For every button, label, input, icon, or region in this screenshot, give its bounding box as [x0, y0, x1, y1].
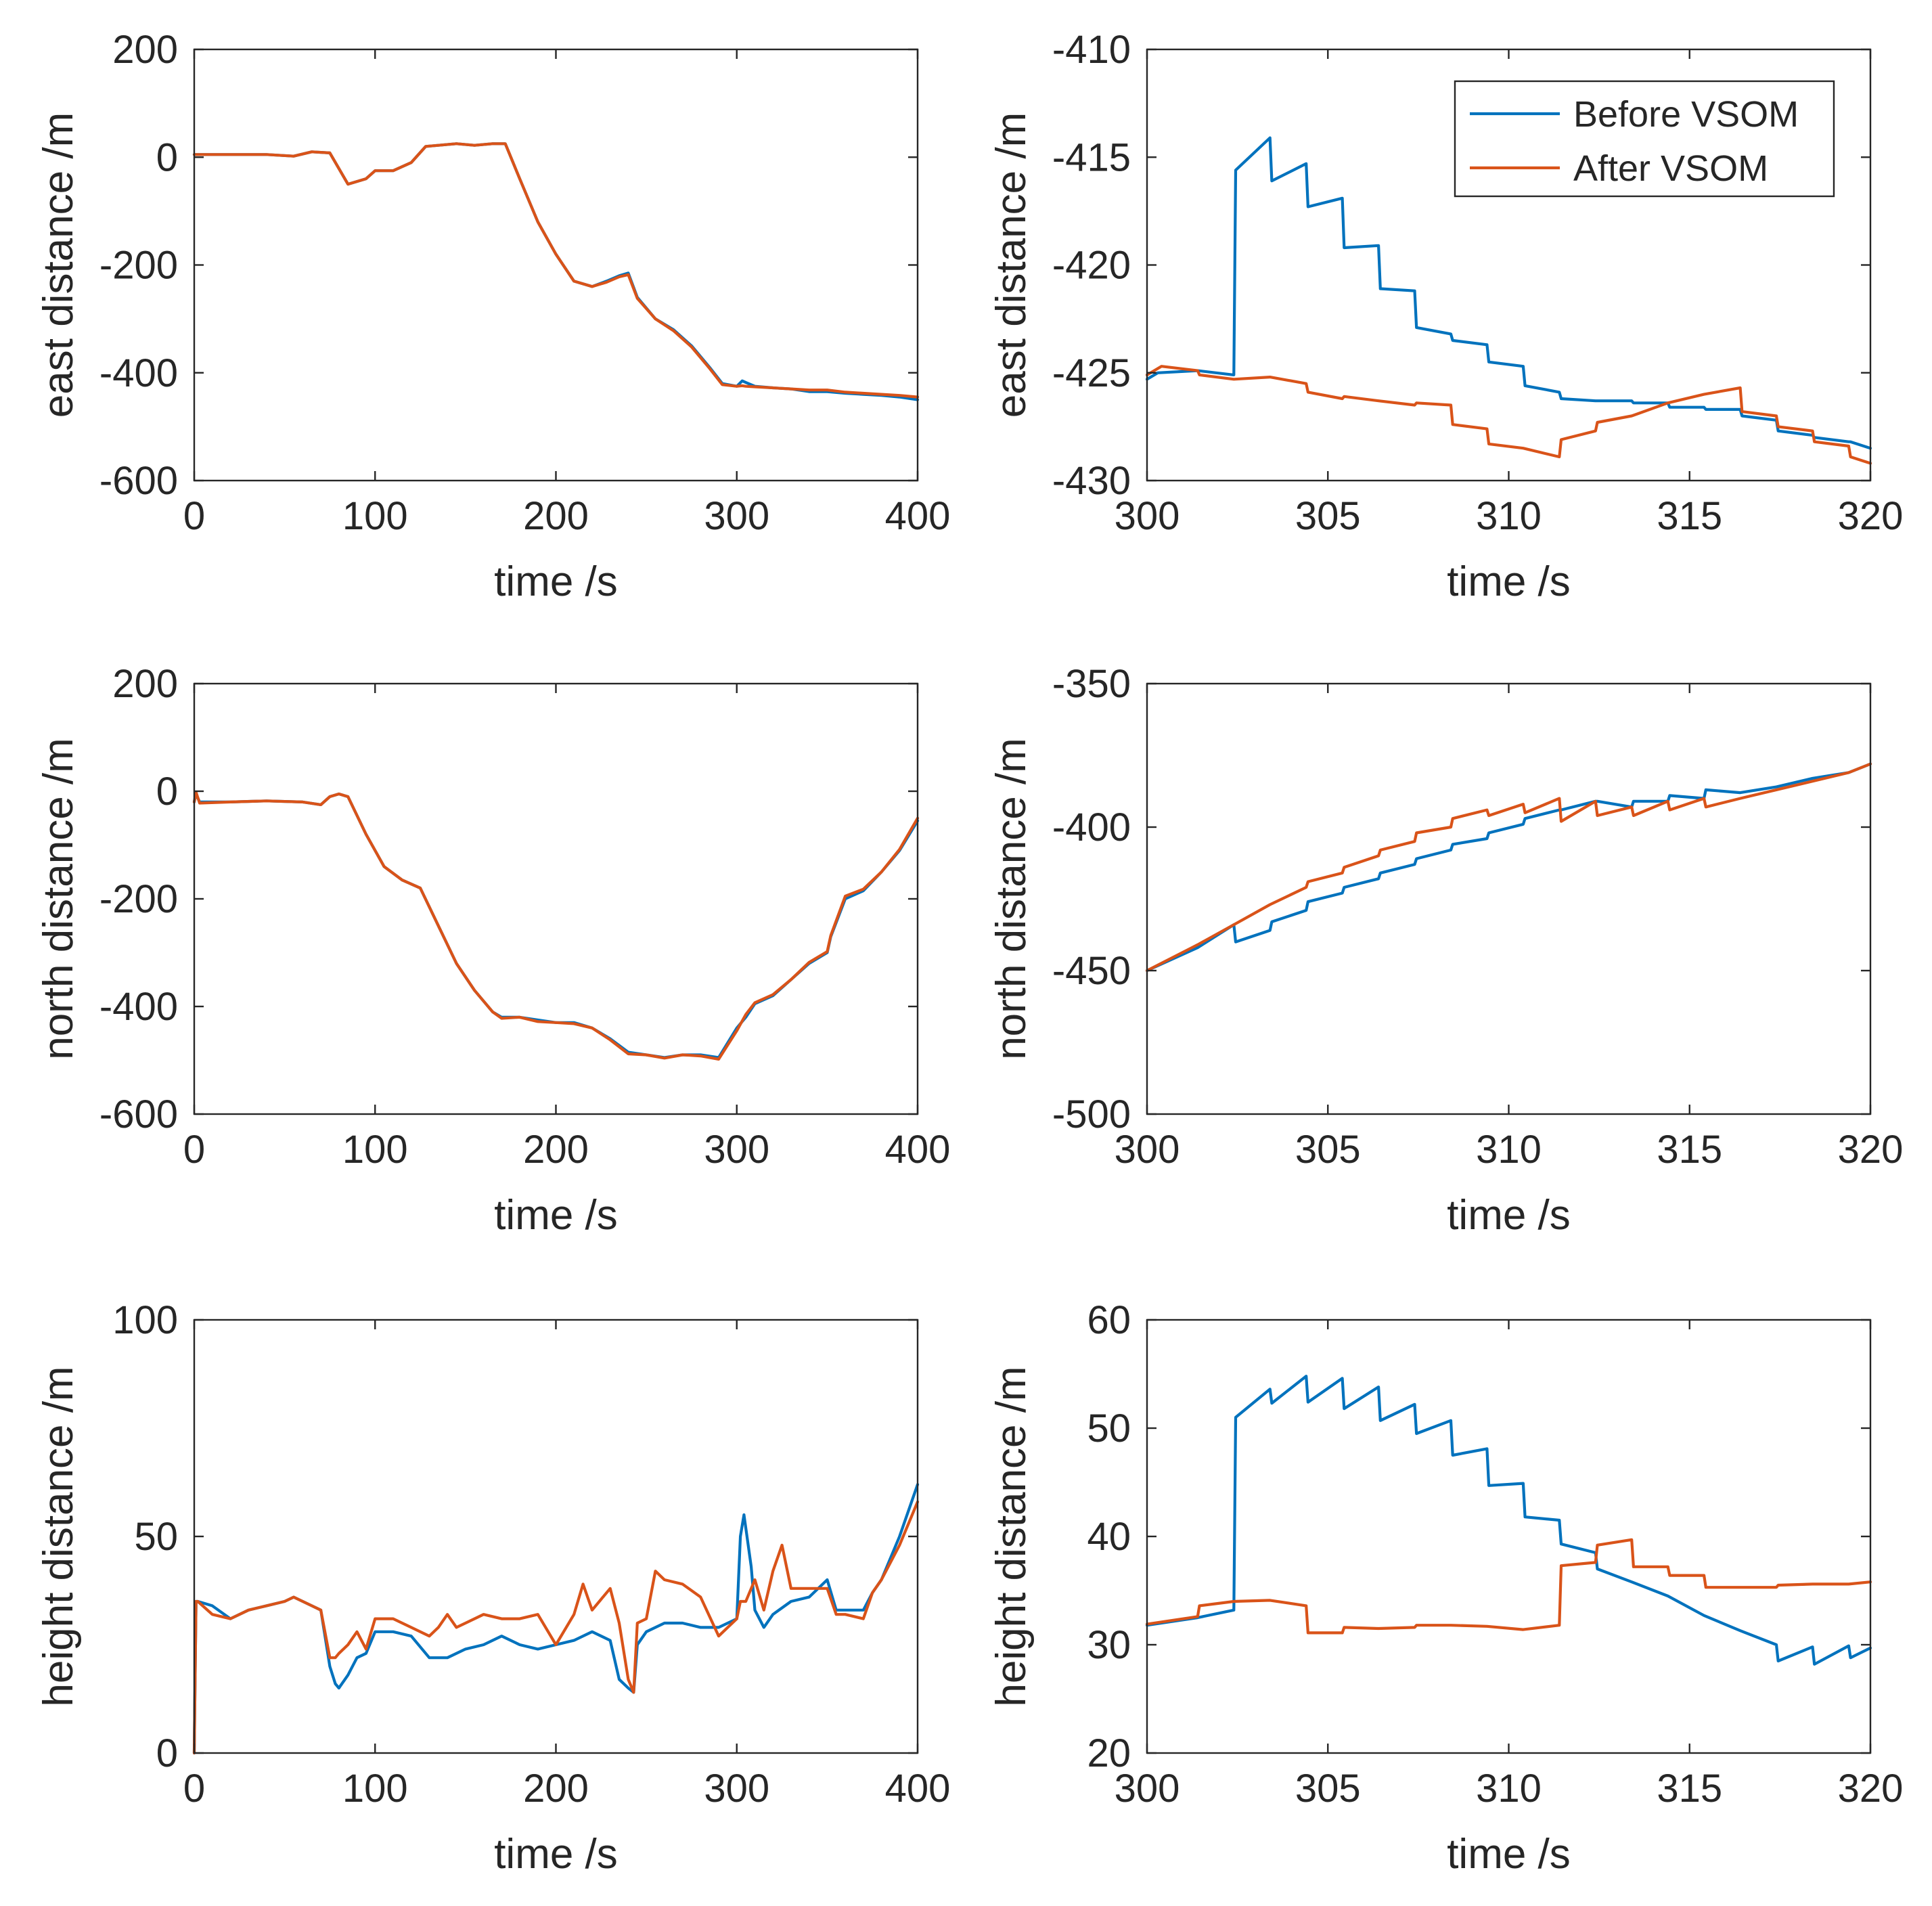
series-after-vsom — [1145, 762, 1872, 973]
y-tick-label: -600 — [99, 1092, 178, 1136]
y-axis-label: east distance /m — [35, 112, 82, 418]
x-tick-label: 200 — [523, 494, 589, 538]
y-axis-label: height distance /m — [35, 1366, 82, 1706]
plot-area — [194, 1320, 918, 1753]
y-tick-label: -400 — [1052, 805, 1131, 849]
legend-label-after: After VSOM — [1573, 148, 1768, 189]
x-tick-label: 0 — [183, 1767, 205, 1811]
x-tick-label: 100 — [342, 1767, 408, 1811]
x-tick-label: 200 — [523, 1128, 589, 1172]
x-axis-label: time /s — [1447, 1831, 1571, 1878]
y-tick-label: -450 — [1052, 949, 1131, 993]
x-tick-label: 320 — [1838, 1128, 1904, 1172]
y-tick-label: -500 — [1052, 1092, 1131, 1136]
x-tick-label: 300 — [704, 1767, 769, 1811]
y-tick-label: 200 — [112, 28, 178, 72]
x-tick-label: 315 — [1657, 494, 1722, 538]
series-after-vsom — [192, 142, 920, 399]
y-tick-label: -415 — [1052, 135, 1131, 179]
legend-label-before: Before VSOM — [1573, 94, 1799, 135]
y-tick-label: 50 — [1087, 1406, 1131, 1450]
y-tick-label: -420 — [1052, 244, 1131, 288]
x-tick-label: 300 — [1115, 1767, 1180, 1811]
legend: Before VSOM After VSOM — [1454, 80, 1835, 198]
x-tick-label: 400 — [885, 1128, 951, 1172]
y-tick-label: -200 — [99, 877, 178, 921]
x-tick-label: 300 — [1115, 494, 1180, 538]
y-axis-label: height distance /m — [988, 1366, 1035, 1706]
plot-area — [1147, 684, 1870, 1114]
y-tick-label: 40 — [1087, 1515, 1131, 1559]
x-axis-label: time /s — [494, 558, 618, 605]
y-tick-label: -200 — [99, 244, 178, 288]
legend-box — [1454, 80, 1835, 198]
x-axis-label: time /s — [1447, 1192, 1571, 1239]
x-tick-label: 300 — [1115, 1128, 1180, 1172]
x-tick-label: 100 — [342, 494, 408, 538]
x-tick-label: 300 — [704, 1128, 769, 1172]
chart-panel-3: 0 100 200 300 400 -600 -400 -200 0 200 time /s nort… — [35, 662, 950, 1239]
y-tick-label: 0 — [156, 1731, 178, 1775]
x-tick-label: 305 — [1295, 1767, 1361, 1811]
x-tick-label: 320 — [1838, 494, 1904, 538]
chart-panel-1: 0 100 200 300 400 -600 -400 -200 0 200 time /s east… — [35, 28, 950, 605]
y-tick-label: 20 — [1087, 1731, 1131, 1775]
y-tick-label: 30 — [1087, 1623, 1131, 1667]
y-tick-label: 50 — [134, 1515, 178, 1559]
y-tick-label: -400 — [99, 985, 178, 1029]
x-tick-label: 400 — [885, 1767, 951, 1811]
x-axis-label: time /s — [494, 1831, 618, 1878]
series-before-vsom — [1145, 136, 1872, 450]
y-tick-label: -430 — [1052, 459, 1131, 503]
x-axis-label: time /s — [1447, 558, 1571, 605]
x-tick-label: 315 — [1657, 1767, 1722, 1811]
x-axis-label: time /s — [494, 1192, 618, 1239]
x-tick-label: 315 — [1657, 1128, 1722, 1172]
x-tick-label: 310 — [1476, 494, 1542, 538]
x-tick-label: 100 — [342, 1128, 408, 1172]
x-tick-label: 305 — [1295, 494, 1361, 538]
x-tick-label: 0 — [183, 1128, 205, 1172]
plot-area — [194, 49, 918, 481]
y-tick-label: -400 — [99, 351, 178, 395]
series-after-vsom — [1145, 365, 1872, 465]
plot-area — [194, 684, 918, 1114]
y-tick-label: 0 — [156, 135, 178, 179]
x-tick-label: 200 — [523, 1767, 589, 1811]
y-axis-label: east distance /m — [988, 112, 1035, 418]
x-tick-label: 400 — [885, 494, 951, 538]
y-tick-label: -600 — [99, 459, 178, 503]
y-tick-label: 60 — [1087, 1298, 1131, 1342]
x-tick-label: 0 — [183, 494, 205, 538]
y-tick-label: 200 — [112, 662, 178, 706]
series-before-vsom — [1145, 762, 1872, 973]
chart-panel-6: 300 305 310 315 320 20 30 40 50 60 time /s height d… — [988, 1298, 1903, 1878]
chart-panel-5: 0 100 200 300 400 0 50 100 time /s height distanc… — [35, 1298, 950, 1878]
y-tick-label: -425 — [1052, 351, 1131, 395]
y-tick-label: 0 — [156, 770, 178, 814]
series-before-vsom — [1145, 1375, 1872, 1666]
y-tick-label: -410 — [1052, 28, 1131, 72]
y-axis-label: north distance /m — [988, 738, 1035, 1060]
series-after-vsom — [192, 791, 920, 1061]
y-tick-label: 100 — [112, 1298, 178, 1342]
chart-panel-4: 300 305 310 315 320 -500 -450 -400 -350 time /s no… — [988, 662, 1903, 1239]
y-axis-label: north distance /m — [35, 738, 82, 1060]
plot-area — [1147, 1320, 1870, 1753]
series-after-vsom — [1145, 1538, 1872, 1635]
x-tick-label: 300 — [704, 494, 769, 538]
x-tick-label: 320 — [1838, 1767, 1904, 1811]
y-tick-label: -350 — [1052, 662, 1131, 706]
x-tick-label: 310 — [1476, 1128, 1542, 1172]
x-tick-label: 310 — [1476, 1767, 1542, 1811]
series-after-vsom — [192, 1500, 920, 1755]
x-tick-label: 305 — [1295, 1128, 1361, 1172]
